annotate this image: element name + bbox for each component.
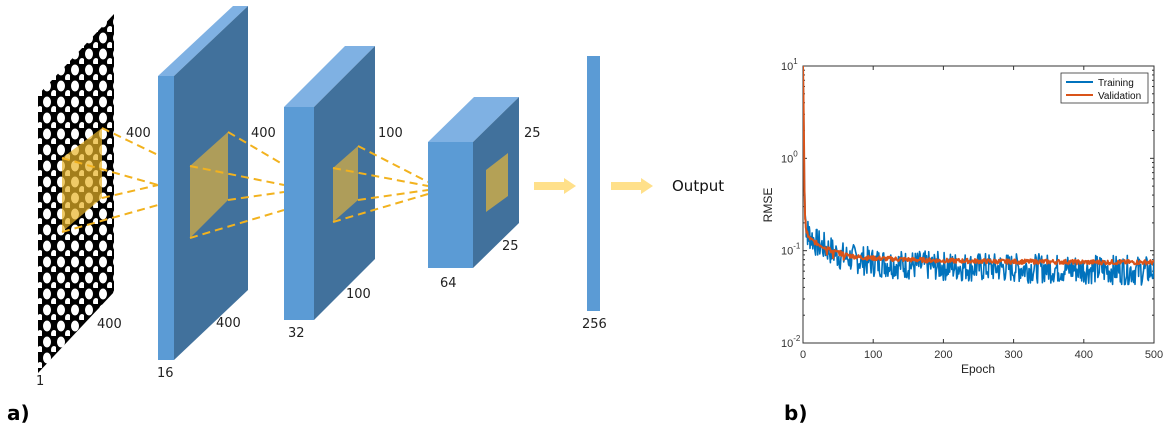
- layer-4-width: 25: [524, 126, 541, 141]
- layer-3-width: 100: [378, 126, 403, 141]
- layer-2-height: 400: [216, 316, 241, 331]
- layer-64-kernel-window: [486, 153, 508, 212]
- layer-3-height: 100: [346, 287, 371, 302]
- cnn-diagram: 400 400 1 400 400 16: [7, 6, 724, 425]
- x-tick-label: 200: [934, 349, 952, 361]
- x-axis-label: Epoch: [961, 362, 995, 376]
- layer-1-width: 400: [126, 126, 151, 141]
- rmse-chart: 10-2 10-1 100 101 0 100 200 300 400 500 Epoch RM…: [761, 57, 1163, 425]
- layer-4-height: 25: [502, 239, 519, 254]
- panel-a-label: a): [7, 401, 30, 425]
- layer-4-depth: 64: [440, 276, 457, 291]
- projection-lines-1: [61, 127, 159, 233]
- plot-area: [802, 65, 1155, 344]
- layer-1-depth: 1: [36, 374, 44, 389]
- y-tick-label: 101: [781, 57, 798, 73]
- x-tick-label: 500: [1145, 349, 1163, 361]
- y-tick-label: 100: [781, 149, 798, 165]
- x-ticks: 0 100 200 300 400 500: [800, 66, 1163, 361]
- layer-3-depth: 32: [288, 326, 305, 341]
- x-tick-label: 0: [800, 349, 806, 361]
- legend: Training Validation: [1060, 72, 1149, 104]
- layer-2-depth: 16: [157, 366, 174, 381]
- conv-layer-64: [428, 97, 519, 268]
- layer-2-width: 400: [251, 126, 276, 141]
- y-tick-label: 10-1: [781, 242, 801, 258]
- y-tick-label: 10-2: [781, 334, 801, 350]
- x-tick-label: 100: [864, 349, 882, 361]
- series-lines: [803, 66, 1154, 286]
- layer-16-kernel-window: [190, 132, 228, 238]
- output-label: Output: [672, 177, 724, 195]
- series-line-validation: [803, 66, 1154, 266]
- legend-validation-label: Validation: [1098, 91, 1141, 102]
- legend-box: [1060, 72, 1149, 104]
- x-tick-label: 300: [1004, 349, 1022, 361]
- y-axis-label: RMSE: [761, 188, 775, 223]
- input-kernel-window: [62, 128, 102, 232]
- layer-1-height: 400: [97, 317, 122, 332]
- conv-layer-16: [158, 6, 248, 360]
- x-tick-label: 400: [1075, 349, 1093, 361]
- panel-b-label: b): [784, 401, 807, 425]
- dense-layer-256: [587, 56, 600, 311]
- projection-lines-3: [332, 145, 429, 223]
- layer-32-kernel-window: [333, 146, 358, 222]
- projection-lines-2: [189, 131, 285, 239]
- arrow-to-dense: [534, 178, 576, 194]
- layer-5-depth: 256: [582, 317, 607, 332]
- arrow-to-output: [611, 178, 653, 194]
- conv-layer-32: [284, 46, 375, 320]
- legend-training-label: Training: [1098, 78, 1134, 89]
